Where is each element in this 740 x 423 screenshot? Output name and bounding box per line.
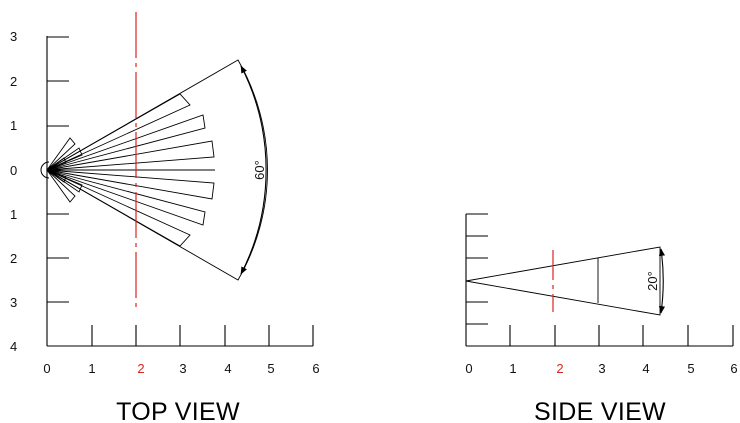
- top-view-title: TOP VIEW: [116, 398, 240, 423]
- side-view-detection-beam: [465, 246, 661, 316]
- top-view-angle-arc: [240, 65, 267, 275]
- side-view-x-label: 0: [465, 361, 472, 376]
- sensor-lens-icon: [40, 161, 50, 179]
- top-view-x-label: 6: [312, 361, 319, 376]
- top-view-y-label: 1: [10, 118, 17, 133]
- side-view-angle-label: 20°: [645, 271, 660, 291]
- detection-beam: [46, 169, 191, 247]
- top-view-x-label: 3: [179, 361, 186, 376]
- top-view-y-label: 2: [10, 74, 17, 89]
- side-view-x-label: 5: [687, 361, 694, 376]
- top-view-y-label: 1: [10, 207, 17, 222]
- side-view-x-label: 3: [598, 361, 605, 376]
- top-view-x-label-highlight: 2: [137, 361, 144, 376]
- near-beam: [46, 157, 67, 171]
- top-view-x-label: 1: [88, 361, 95, 376]
- side-view-x-label-highlight: 2: [556, 361, 563, 376]
- top-view-y-label: 3: [10, 29, 17, 44]
- near-beam: [46, 169, 67, 183]
- side-view-x-label: 1: [509, 361, 516, 376]
- side-view-title: SIDE VIEW: [534, 398, 666, 423]
- top-view-x-label: 4: [224, 361, 231, 376]
- detection-beam: [46, 140, 215, 171]
- side-view-x-label: 6: [730, 361, 737, 376]
- detection-beam: [46, 93, 191, 171]
- top-view-y-label: 3: [10, 295, 17, 310]
- top-view-y-label: 2: [10, 251, 17, 266]
- near-beam: [46, 169, 76, 203]
- detection-beam: [46, 169, 215, 200]
- near-beam: [46, 137, 76, 171]
- side-view-x-label: 4: [642, 361, 649, 376]
- top-view-y-label: 0: [10, 163, 17, 178]
- side-view-y-ticks: [466, 213, 488, 325]
- top-view-y-label: 4: [10, 339, 17, 354]
- side-view-angle-arc: [658, 248, 666, 314]
- detection-beam: [46, 169, 206, 226]
- top-view-y-ticks: [47, 36, 69, 303]
- top-view-angle-label: 60°: [252, 160, 267, 180]
- top-view-x-label: 0: [43, 361, 50, 376]
- side-view-diagram: 0 1 2 3 4 5 6 20° SIDE VIEW: [465, 213, 738, 423]
- top-view-detection-beams: [46, 59, 268, 281]
- detection-beam: [46, 114, 206, 171]
- top-view-x-label: 5: [267, 361, 274, 376]
- top-view-x-ticks: [91, 325, 314, 346]
- side-view-x-ticks: [509, 325, 734, 346]
- top-view-diagram: 3 2 1 0 1 2 3 4 0 1 2 3 4 5 6: [10, 12, 320, 423]
